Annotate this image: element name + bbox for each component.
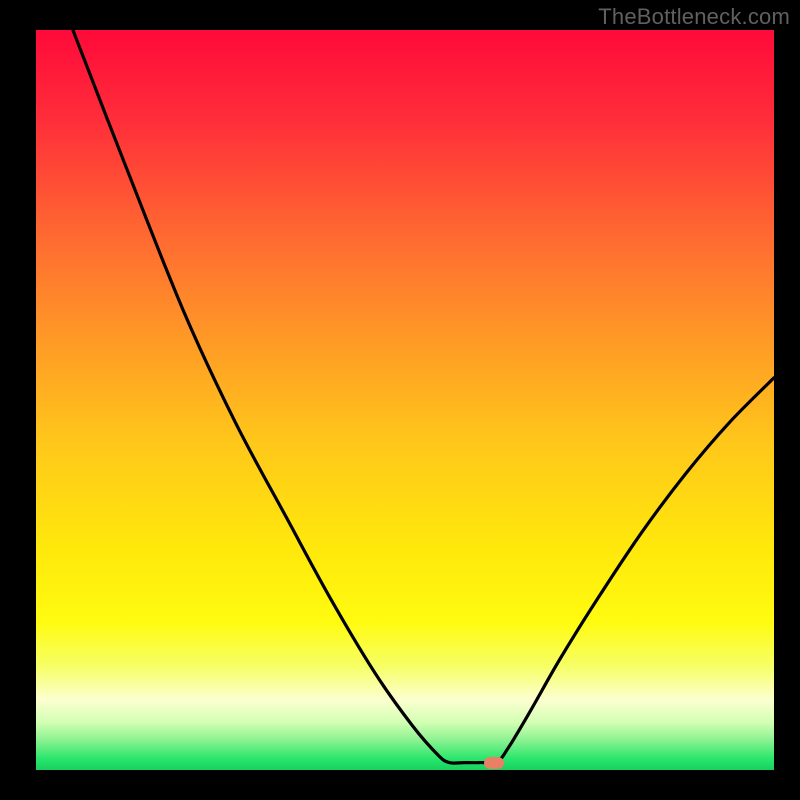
plot-area — [36, 30, 774, 770]
optimal-marker — [484, 757, 504, 769]
bottleneck-curve — [36, 30, 774, 770]
watermark-text: TheBottleneck.com — [598, 4, 790, 30]
chart-frame: TheBottleneck.com — [0, 0, 800, 800]
